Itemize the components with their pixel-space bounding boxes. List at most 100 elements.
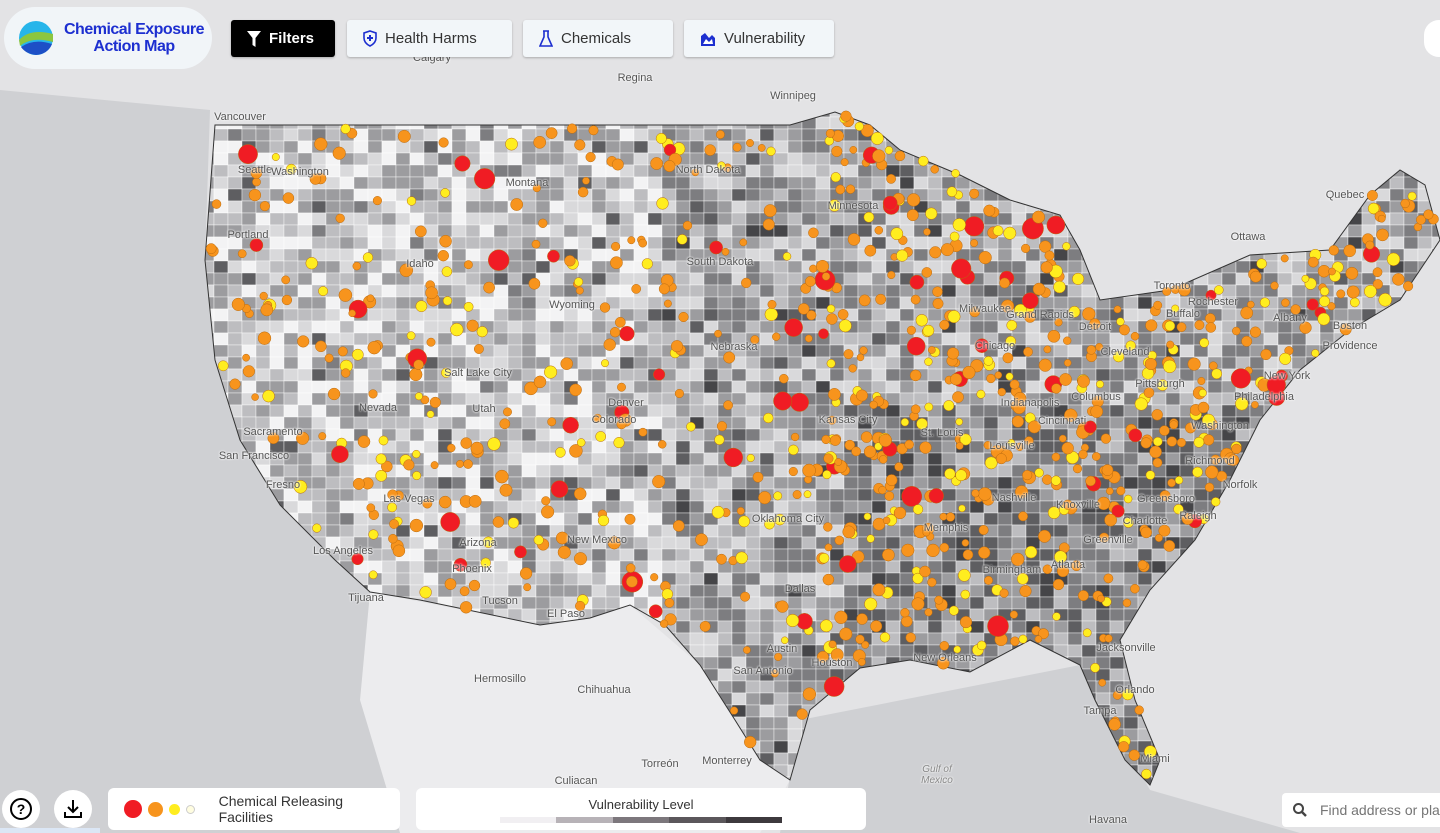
facility-marker[interactable] <box>468 494 482 508</box>
facility-marker[interactable] <box>1154 534 1163 542</box>
facility-marker[interactable] <box>1024 311 1036 323</box>
facility-marker[interactable] <box>932 298 944 310</box>
facility-marker[interactable] <box>601 359 609 368</box>
facility-marker[interactable] <box>487 437 501 451</box>
facility-marker[interactable] <box>437 250 449 262</box>
facility-marker[interactable] <box>939 512 948 521</box>
facility-marker[interactable] <box>992 225 1004 237</box>
search-input[interactable] <box>1318 801 1440 819</box>
facility-marker[interactable] <box>1128 428 1143 443</box>
facility-marker[interactable] <box>366 503 376 513</box>
facility-marker[interactable] <box>1003 226 1017 240</box>
facility-marker[interactable] <box>514 545 527 559</box>
facility-marker[interactable] <box>562 416 579 434</box>
facility-marker[interactable] <box>1034 468 1044 478</box>
facility-marker[interactable] <box>613 437 625 449</box>
facility-marker[interactable] <box>337 346 348 357</box>
facility-marker[interactable] <box>906 193 921 207</box>
facility-marker[interactable] <box>949 231 960 242</box>
facility-marker[interactable] <box>773 391 793 411</box>
facility-marker[interactable] <box>406 331 416 341</box>
facility-marker[interactable] <box>951 169 960 178</box>
facility-marker[interactable] <box>315 340 327 353</box>
facility-marker[interactable] <box>955 418 963 426</box>
facility-marker[interactable] <box>819 619 833 633</box>
facility-marker[interactable] <box>878 433 892 447</box>
facility-marker[interactable] <box>577 186 589 198</box>
facility-marker[interactable] <box>843 349 854 360</box>
facility-marker[interactable] <box>652 475 666 489</box>
facility-marker[interactable] <box>340 123 351 134</box>
facility-marker[interactable] <box>939 641 950 651</box>
facility-marker[interactable] <box>906 209 919 222</box>
facility-marker[interactable] <box>1336 289 1346 299</box>
facility-marker[interactable] <box>1078 449 1088 460</box>
facility-marker[interactable] <box>875 293 887 305</box>
facility-marker[interactable] <box>828 199 841 212</box>
facility-marker[interactable] <box>1176 438 1186 448</box>
facility-marker[interactable] <box>1051 383 1062 394</box>
facility-marker[interactable] <box>305 257 318 270</box>
facility-marker[interactable] <box>1086 345 1097 355</box>
facility-marker[interactable] <box>1174 476 1184 485</box>
facility-marker[interactable] <box>790 432 800 442</box>
help-button[interactable]: ? <box>2 790 40 828</box>
facility-marker[interactable] <box>1211 497 1221 507</box>
facility-marker[interactable] <box>826 304 836 314</box>
facility-marker[interactable] <box>953 645 962 654</box>
chemicals-button[interactable]: Chemicals <box>523 20 673 57</box>
facility-marker[interactable] <box>1046 215 1066 235</box>
facility-marker[interactable] <box>533 375 547 389</box>
facility-marker[interactable] <box>894 462 904 472</box>
facility-marker[interactable] <box>1193 436 1205 448</box>
facility-marker[interactable] <box>822 573 835 586</box>
facility-marker[interactable] <box>961 539 970 547</box>
facility-marker[interactable] <box>872 583 886 597</box>
facility-marker[interactable] <box>1259 297 1270 308</box>
facility-marker[interactable] <box>1349 297 1360 308</box>
facility-marker[interactable] <box>611 158 624 171</box>
facility-marker[interactable] <box>670 340 684 353</box>
facility-marker[interactable] <box>863 211 875 223</box>
facility-marker[interactable] <box>1032 282 1046 296</box>
facility-marker[interactable] <box>910 404 921 414</box>
facility-marker[interactable] <box>1173 504 1184 515</box>
facility-marker[interactable] <box>904 439 914 450</box>
facility-marker[interactable] <box>1299 321 1312 334</box>
facility-marker[interactable] <box>906 325 916 335</box>
facility-marker[interactable] <box>714 329 722 338</box>
facility-marker[interactable] <box>1143 387 1155 398</box>
facility-marker[interactable] <box>460 437 472 449</box>
facility-marker[interactable] <box>1054 550 1068 564</box>
facility-marker[interactable] <box>297 335 310 348</box>
facility-marker[interactable] <box>412 449 421 459</box>
facility-marker[interactable] <box>1167 478 1176 488</box>
facility-marker[interactable] <box>925 207 938 220</box>
facility-marker[interactable] <box>532 184 541 193</box>
facility-marker[interactable] <box>1011 415 1024 428</box>
facility-marker[interactable] <box>262 389 275 403</box>
facility-marker[interactable] <box>1023 347 1033 357</box>
facility-marker[interactable] <box>1197 377 1206 385</box>
facility-marker[interactable] <box>426 337 436 347</box>
facility-marker[interactable] <box>1232 326 1241 336</box>
facility-marker[interactable] <box>772 332 781 341</box>
facility-marker[interactable] <box>906 336 926 356</box>
facility-marker[interactable] <box>911 597 925 611</box>
facility-marker[interactable] <box>595 431 607 442</box>
facility-marker[interactable] <box>441 266 453 277</box>
facility-marker[interactable] <box>1203 434 1215 446</box>
facility-marker[interactable] <box>388 533 398 544</box>
facility-marker[interactable] <box>776 600 789 613</box>
facility-marker[interactable] <box>627 236 636 245</box>
facility-marker[interactable] <box>1377 214 1386 223</box>
facility-marker[interactable] <box>1063 336 1072 345</box>
facility-marker[interactable] <box>1214 285 1224 295</box>
facility-marker[interactable] <box>378 435 389 446</box>
facility-marker[interactable] <box>441 367 452 378</box>
facility-marker[interactable] <box>351 348 364 361</box>
facility-marker[interactable] <box>763 412 774 424</box>
facility-marker[interactable] <box>444 578 457 590</box>
facility-marker[interactable] <box>784 318 803 337</box>
facility-marker[interactable] <box>426 410 435 419</box>
